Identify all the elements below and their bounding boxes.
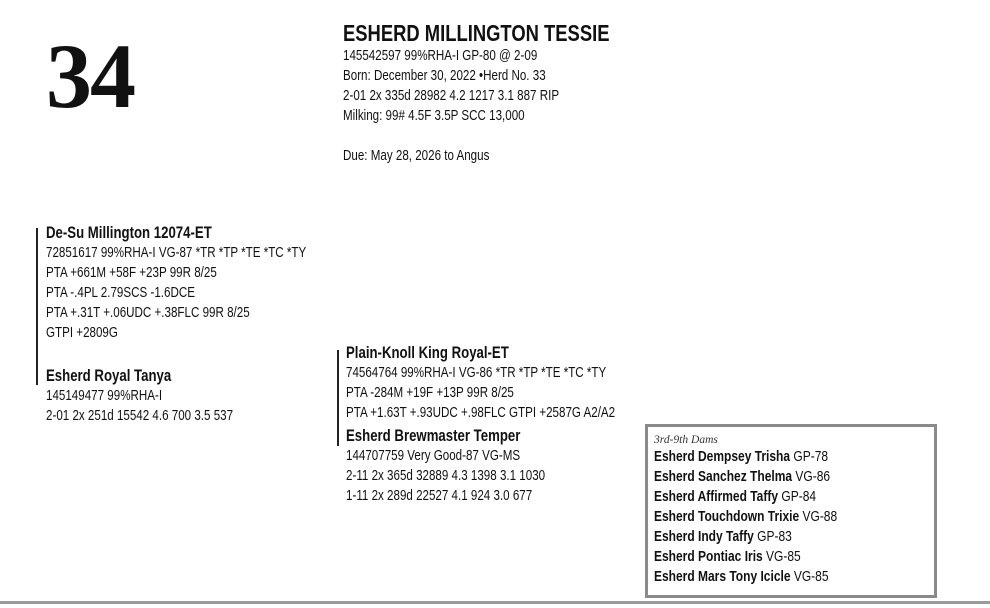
sire-line: PTA +.31T +.06UDC +.38FLC 99R 8/25 (46, 305, 250, 321)
dam-item: Esherd Sanchez Thelma VG-86 (654, 467, 837, 487)
dam-item: Esherd Pontiac Iris VG-85 (654, 547, 837, 567)
sire-line: GTPI +2809G (46, 325, 118, 341)
mgs-line: 74564764 99%RHA-I VG-86 *TR *TP *TE *TC … (346, 365, 607, 381)
sire-line: PTA +661M +58F +23P 99R 8/25 (46, 265, 217, 281)
maternal-grandsire-block: Plain-Knoll King Royal-ET 74564764 99%RH… (346, 343, 615, 423)
dam-item: Esherd Mars Tony Icicle VG-85 (654, 567, 837, 587)
dam-item-score: GP-78 (793, 448, 829, 465)
dams-list: 3rd-9th Dams Esherd Dempsey Trisha GP-78… (654, 432, 837, 587)
born-line: Born: December 30, 2022 •Herd No. 33 (343, 68, 546, 84)
due-line: Due: May 28, 2026 to Angus (343, 148, 490, 164)
pedigree-bracket-sire (36, 228, 38, 385)
dam-block: Esherd Royal Tanya 145149477 99%RHA-I 2-… (46, 366, 233, 426)
dam-item-score: VG-85 (793, 568, 829, 585)
dam-line: 145149477 99%RHA-I (46, 388, 163, 404)
mgs-line: PTA -284M +19F +13P 99R 8/25 (346, 385, 514, 401)
dam-item-name: Esherd Indy Taffy (654, 528, 754, 545)
animal-name: ESHERD MILLINGTON TESSIE (343, 20, 610, 46)
dam-item: Esherd Touchdown Trixie VG-88 (654, 507, 837, 527)
granddam-line: 2-11 2x 365d 32889 4.3 1398 3.1 1030 (346, 468, 546, 484)
record-line: 2-01 2x 335d 28982 4.2 1217 3.1 887 RIP (343, 88, 560, 104)
granddam-name: Esherd Brewmaster Temper (346, 427, 521, 445)
sire-line: 72851617 99%RHA-I VG-87 *TR *TP *TE *TC … (46, 245, 307, 261)
pedigree-bracket-dam (337, 350, 339, 446)
granddam-block: Esherd Brewmaster Temper 144707759 Very … (346, 426, 545, 506)
dam-line: 2-01 2x 251d 15542 4.6 700 3.5 537 (46, 408, 234, 424)
dam-item-name: Esherd Affirmed Taffy (654, 488, 779, 505)
dam-item-score: VG-86 (795, 468, 831, 485)
dam-item: Esherd Affirmed Taffy GP-84 (654, 487, 837, 507)
dam-item-name: Esherd Mars Tony Icicle (654, 568, 791, 585)
dam-item: Esherd Dempsey Trisha GP-78 (654, 447, 837, 467)
granddam-line: 144707759 Very Good-87 VG-MS (346, 448, 521, 464)
granddam-line: 1-11 2x 289d 22527 4.1 924 3.0 677 (346, 488, 533, 504)
registration-line: 145542597 99%RHA-I GP-80 @ 2-09 (343, 48, 538, 64)
animal-info: ESHERD MILLINGTON TESSIE 145542597 99%RH… (343, 20, 609, 166)
dam-item-score: GP-84 (781, 488, 817, 505)
sire-block: De-Su Millington 12074-ET 72851617 99%RH… (46, 223, 306, 343)
maternal-grandsire-name: Plain-Knoll King Royal-ET (346, 344, 509, 362)
milking-line: Milking: 99# 4.5F 3.5P SCC 13,000 (343, 108, 525, 124)
sire-line: PTA -.4PL 2.79SCS -1.6DCE (46, 285, 195, 301)
dam-item-name: Esherd Dempsey Trisha (654, 448, 791, 465)
dam-item-name: Esherd Sanchez Thelma (654, 468, 793, 485)
dam-item-score: GP-83 (757, 528, 792, 545)
dam-item-score: VG-85 (766, 548, 801, 565)
dams-box: 3rd-9th Dams Esherd Dempsey Trisha GP-78… (645, 424, 937, 598)
dam-item-score: VG-88 (802, 508, 838, 525)
dam-item: Esherd Indy Taffy GP-83 (654, 527, 837, 547)
dam-item-name: Esherd Pontiac Iris (654, 548, 763, 565)
dam-item-name: Esherd Touchdown Trixie (654, 508, 800, 525)
sire-name: De-Su Millington 12074-ET (46, 224, 212, 242)
lot-number: 34 (46, 25, 136, 127)
dam-name: Esherd Royal Tanya (46, 367, 172, 385)
dams-box-title: 3rd-9th Dams (654, 432, 718, 446)
page-bottom-rule (0, 601, 990, 604)
mgs-line: PTA +1.63T +.93UDC +.98FLC GTPI +2587G A… (346, 405, 616, 421)
